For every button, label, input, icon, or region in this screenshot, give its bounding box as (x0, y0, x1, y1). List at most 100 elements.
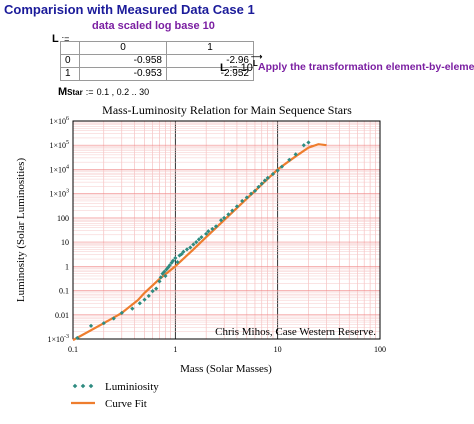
data-point (166, 265, 171, 270)
data-point (293, 152, 298, 157)
data-point (252, 188, 258, 194)
y-tick-label: 1 (65, 262, 69, 271)
transform-lhs: L (220, 62, 227, 74)
data-point (275, 168, 280, 173)
data-point (262, 178, 267, 183)
transform-base: 10 (240, 62, 253, 74)
data-point (279, 164, 285, 169)
data-point (157, 279, 162, 284)
data-point (259, 181, 264, 186)
data-point (234, 204, 240, 209)
x-tick-label: 10 (274, 345, 282, 354)
legend-diamond (80, 383, 86, 389)
data-point (173, 255, 178, 261)
y-tick-label: 10 (61, 238, 69, 247)
plot-frame (72, 120, 381, 340)
data-point (130, 306, 135, 311)
mstar-range: 0.1 , 0.2 .. 30 (96, 87, 150, 97)
data-point (162, 269, 167, 274)
matrix-row: 1 -0.953 -2.952 (60, 67, 254, 81)
y-tick-label: 1×106 (49, 116, 69, 126)
data-point (101, 321, 106, 326)
data-point (204, 231, 209, 236)
chart-annotation: Chris Mihos, Case Western Reserve. (215, 326, 376, 338)
matrix-name: L (52, 33, 59, 45)
y-tick-label: 1×104 (49, 164, 69, 174)
x-axis-label: Mass (Solar Masses) (180, 363, 272, 375)
data-point (222, 215, 227, 220)
y-tick-label: 100 (57, 214, 69, 223)
data-point (287, 157, 292, 162)
data-point (119, 310, 124, 315)
curve-fit-line (72, 143, 327, 342)
y-tick-label: 0.1 (59, 287, 69, 296)
mstar-definition[interactable]: MStar := 0.1 , 0.2 .. 30 (58, 86, 149, 98)
x-tick-label: 100 (374, 345, 386, 354)
data-point (75, 335, 80, 341)
data-point (158, 275, 163, 280)
legend-diamond (72, 383, 78, 389)
data-point (88, 323, 94, 328)
data-point (175, 259, 180, 265)
data-point (196, 237, 202, 242)
chart-grid (73, 121, 380, 339)
page-title: Comparision with Measured Data Case 1 (4, 2, 255, 17)
matrix-label: L := (52, 33, 69, 45)
y-tick-label: 1×10-3 (47, 334, 69, 344)
data-point (199, 235, 204, 240)
mstar-name: M (58, 86, 68, 98)
legend-label-curve-fit: Curve Fit (105, 398, 147, 410)
data-point (150, 288, 155, 294)
matrix-table-container[interactable]: 0 1 0 -0.958 -2.96 1 -0.953 -2.952 (60, 41, 254, 81)
x-axis-ticks: 0.1 1 10 100 (68, 345, 386, 354)
y-axis-ticks: 1×10-3 0.01 0.1 1 10 100 1×103 1×104 1×105 1×106 (47, 116, 69, 344)
data-point (270, 171, 276, 177)
data-point (248, 191, 254, 196)
luminosity-points (75, 140, 311, 341)
data-point (188, 245, 193, 250)
data-point (265, 175, 270, 180)
data-point (137, 301, 142, 306)
data-point (184, 247, 190, 252)
data-point (179, 251, 184, 257)
assign-operator: := (61, 34, 70, 44)
x-tick-label: 1 (173, 345, 177, 354)
mstar-subscript: Star (67, 88, 83, 97)
data-point (256, 184, 261, 190)
data-point (169, 260, 174, 265)
data-point (244, 195, 249, 200)
matrix-cell[interactable]: -2.952 (166, 67, 254, 81)
chart-title: Mass-Luminosity Relation for Main Sequen… (102, 103, 352, 117)
worksheet-subtitle: data scaled log base 10 (92, 20, 215, 32)
data-point (230, 208, 235, 213)
matrix-table[interactable]: 0 1 0 -0.958 -2.96 1 -0.953 -2.952 (60, 41, 254, 81)
y-tick-label: 1×103 (49, 189, 69, 199)
data-point (170, 258, 176, 263)
data-point (167, 263, 172, 268)
legend-label-luminosity: Luminiosity (105, 381, 159, 393)
y-tick-label: 1×105 (49, 140, 69, 150)
data-point (191, 242, 196, 247)
data-point (146, 293, 151, 299)
transform-exponent-var: L (252, 59, 258, 68)
y-axis-label: Luminosity (Solar Luminosities) (15, 158, 27, 303)
data-point (154, 286, 159, 291)
transform-exponent: ⟶ L (251, 52, 262, 68)
data-point (218, 218, 224, 223)
data-point (306, 140, 311, 145)
assign-operator: := (229, 63, 238, 73)
data-point (301, 143, 306, 148)
transform-expression[interactable]: L := 10 ⟶ L (220, 52, 262, 74)
data-point (213, 224, 219, 229)
chart-legend: Luminiosity Curve Fit (71, 381, 159, 410)
assign-operator: := (85, 87, 94, 97)
data-point (181, 249, 186, 254)
data-point (163, 273, 168, 279)
legend-diamond (88, 383, 94, 389)
x-tick-label: 0.1 (68, 345, 78, 354)
legend-marker-luminosity (72, 383, 94, 389)
y-tick-label: 0.01 (55, 311, 69, 320)
transform-note: Apply the transformation element-by-elem… (258, 61, 474, 73)
data-point (111, 316, 116, 321)
